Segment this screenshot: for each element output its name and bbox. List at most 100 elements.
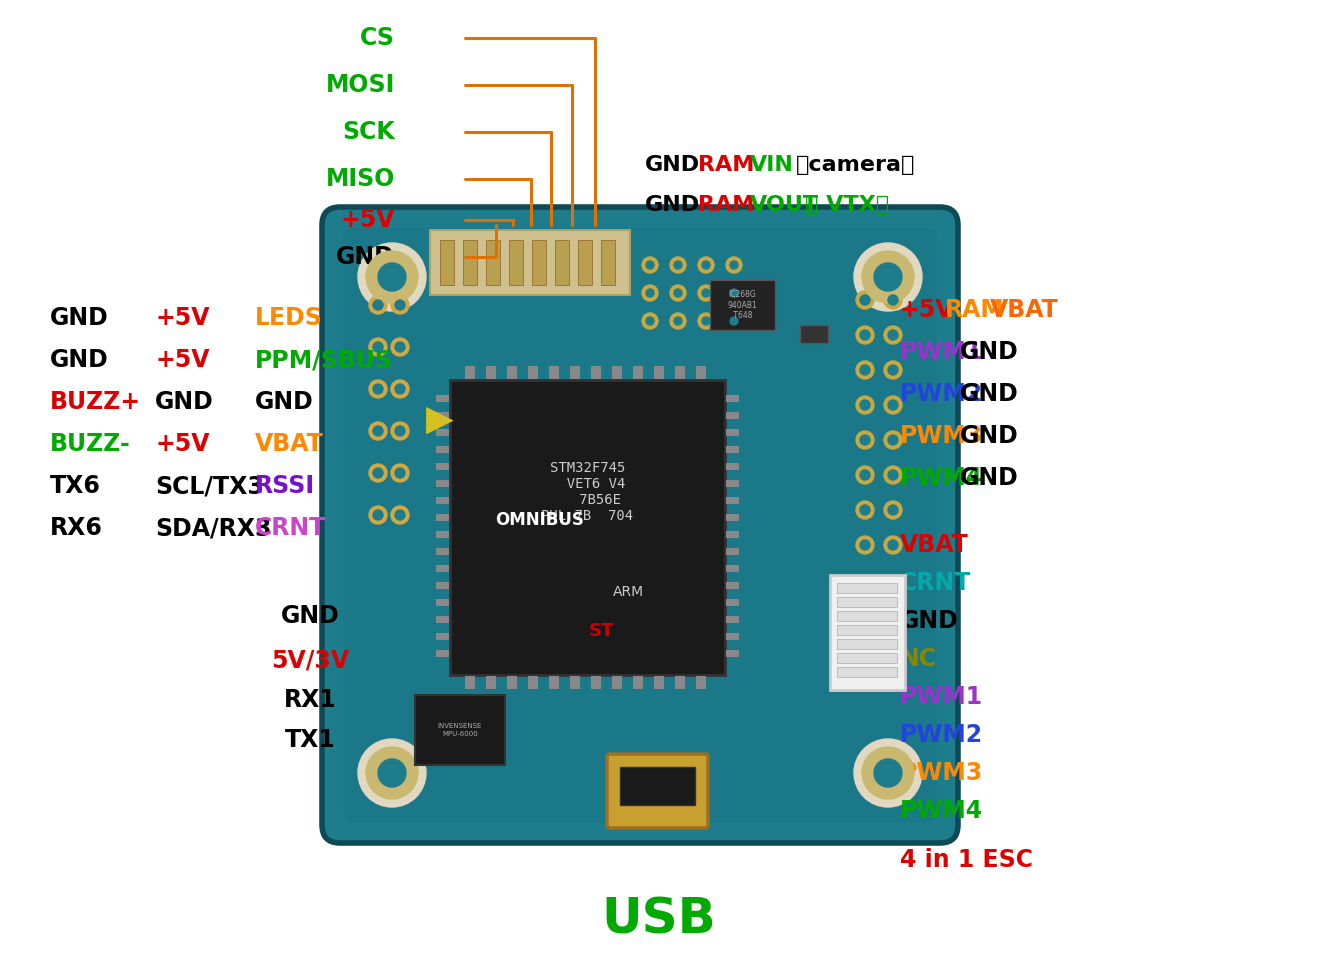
Bar — [436, 565, 449, 572]
Text: OMNIBUS: OMNIBUS — [495, 511, 583, 529]
Circle shape — [395, 384, 406, 394]
Bar — [591, 676, 601, 689]
Text: MOSI: MOSI — [325, 73, 395, 97]
Bar — [612, 676, 622, 689]
Text: ARM: ARM — [614, 585, 644, 599]
Circle shape — [874, 759, 902, 787]
Bar — [465, 366, 475, 379]
Circle shape — [674, 289, 682, 297]
Circle shape — [884, 326, 902, 344]
Bar — [655, 676, 664, 689]
Text: GND: GND — [960, 424, 1019, 448]
Text: STM32F745
  VET6 V4
   7B56E
PHL 7B  704: STM32F745 VET6 V4 7B56E PHL 7B 704 — [541, 461, 633, 523]
Bar — [726, 565, 739, 572]
Circle shape — [888, 295, 898, 305]
Circle shape — [670, 313, 686, 329]
Text: CRNT: CRNT — [900, 571, 971, 595]
Text: RAM: RAM — [946, 298, 1005, 322]
Bar — [601, 240, 615, 285]
Bar — [436, 480, 449, 487]
Bar — [633, 366, 643, 379]
Circle shape — [366, 251, 417, 303]
Text: TX6: TX6 — [50, 474, 101, 498]
Text: PWM1: PWM1 — [900, 340, 982, 364]
Bar — [486, 240, 500, 285]
Circle shape — [358, 243, 425, 311]
Circle shape — [860, 505, 871, 515]
Circle shape — [698, 313, 714, 329]
FancyBboxPatch shape — [342, 228, 936, 822]
Circle shape — [863, 251, 914, 303]
Text: SDA/RX3: SDA/RX3 — [155, 516, 271, 540]
Text: RX1: RX1 — [283, 688, 336, 712]
Circle shape — [726, 313, 741, 329]
Bar — [633, 676, 643, 689]
Text: PWM4: PWM4 — [900, 799, 982, 823]
Circle shape — [395, 300, 406, 310]
Text: NC: NC — [900, 647, 936, 671]
Text: 5V/3V: 5V/3V — [271, 648, 349, 672]
Text: VIN: VIN — [749, 155, 794, 175]
Bar — [726, 463, 739, 470]
Circle shape — [373, 510, 383, 520]
Circle shape — [730, 289, 738, 297]
Circle shape — [378, 263, 406, 291]
Circle shape — [369, 464, 387, 482]
Text: +5V: +5V — [900, 298, 955, 322]
Text: VBAT: VBAT — [255, 432, 324, 456]
Text: RAM: RAM — [698, 195, 755, 215]
Text: RSSI: RSSI — [255, 474, 315, 498]
Circle shape — [860, 295, 871, 305]
Text: PWM2: PWM2 — [900, 382, 982, 406]
Bar — [799, 325, 828, 343]
Bar — [436, 514, 449, 521]
Bar — [838, 653, 897, 663]
Circle shape — [373, 342, 383, 352]
Bar — [591, 366, 601, 379]
Bar — [726, 531, 739, 538]
Circle shape — [884, 501, 902, 519]
Text: PWM3: PWM3 — [900, 761, 984, 785]
Circle shape — [395, 342, 406, 352]
Bar — [436, 463, 449, 470]
Text: BUZZ+: BUZZ+ — [50, 390, 141, 414]
Circle shape — [863, 747, 914, 799]
Bar — [838, 625, 897, 635]
Bar — [528, 366, 539, 379]
Bar — [440, 240, 454, 285]
Circle shape — [373, 300, 383, 310]
Bar — [554, 240, 569, 285]
Text: +5V: +5V — [155, 306, 209, 330]
Circle shape — [853, 243, 922, 311]
Circle shape — [670, 257, 686, 273]
Bar — [507, 366, 518, 379]
Circle shape — [395, 468, 406, 478]
Bar — [436, 599, 449, 606]
Circle shape — [369, 338, 387, 356]
Circle shape — [726, 257, 741, 273]
Circle shape — [373, 468, 383, 478]
Text: TX1: TX1 — [284, 728, 336, 752]
Bar — [436, 582, 449, 589]
Bar — [436, 497, 449, 504]
Bar — [415, 695, 504, 765]
Bar — [486, 676, 497, 689]
Text: GND: GND — [960, 382, 1019, 406]
Text: GND: GND — [155, 390, 213, 414]
Circle shape — [391, 296, 410, 314]
Text: PWM1: PWM1 — [900, 685, 982, 709]
Bar — [450, 380, 724, 675]
Bar — [578, 240, 593, 285]
FancyBboxPatch shape — [321, 207, 957, 843]
Text: GND: GND — [281, 604, 340, 628]
Text: （ VTX）: （ VTX） — [805, 195, 889, 215]
Bar — [655, 366, 664, 379]
Bar — [676, 366, 685, 379]
Text: VOUT: VOUT — [749, 195, 819, 215]
Bar — [726, 616, 739, 623]
Bar — [695, 676, 706, 689]
Circle shape — [860, 435, 871, 445]
Text: BUZZ-: BUZZ- — [50, 432, 130, 456]
Text: ▶: ▶ — [427, 403, 454, 437]
Bar — [695, 366, 706, 379]
